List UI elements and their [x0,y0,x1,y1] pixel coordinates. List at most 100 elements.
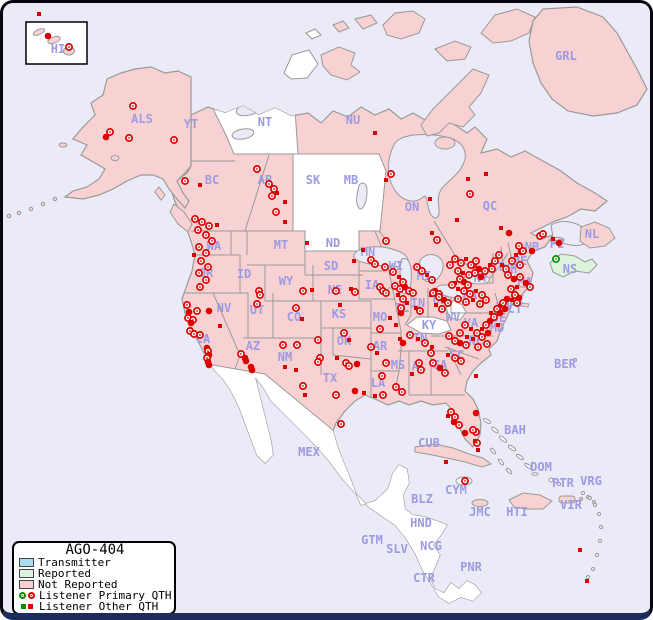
listener-primary-qth-marker [491,257,499,265]
listener-primary-qth-marker [507,285,515,293]
listener-primary-qth-marker [125,134,133,142]
listener-primary-qth-marker [270,185,278,193]
listener-other-qth-marker [585,579,589,583]
listener-other-qth-marker [499,226,503,230]
listener-primary-qth-marker [495,251,503,259]
listener-primary-qth-marker [483,340,491,348]
listener-primary-qth-marker [417,366,425,374]
listener-primary-qth-marker [399,295,407,303]
listener-other-qth-marker [578,548,582,552]
listener-other-qth-marker [283,200,287,204]
listener-other-qth-marker [498,304,502,308]
listener-primary-qth-marker [194,226,202,234]
listener-primary-qth-marker [454,267,462,275]
region-ns-reported [549,253,598,278]
listener-primary-qth-marker [183,301,191,309]
listener-primary-qth-marker [191,215,199,223]
listener-primary-qth-marker [409,289,417,297]
listener-primary-qth-marker [516,261,524,269]
listener-primary-qth-marker [379,391,387,399]
listener-other-qth-marker [469,327,473,331]
cuba [414,443,493,468]
listener-other-qth-marker [283,220,287,224]
listener-primary-qth-marker [464,281,472,289]
listener-primary-qth-marker [501,305,509,313]
listener-primary-qth-marker [488,265,496,273]
listener-primary-qth-marker [456,339,464,347]
listener-primary-qth-marker [478,333,486,341]
legend-item-transmitter: Transmitter [18,557,172,568]
listener-other-qth-marker [349,287,353,291]
listener-primary-qth-marker [202,249,210,257]
listener-primary-qth-marker [539,230,547,238]
listener-primary-qth-marker [193,307,201,315]
listener-primary-qth-marker [265,180,273,188]
listener-other-qth-marker [373,394,377,398]
listener-primary-qth-marker [461,321,469,329]
listener-primary-qth-marker [436,364,444,372]
listener-primary-qth-marker [416,307,424,315]
listener-other-qth-marker [551,237,555,241]
listener-other-qth-marker [375,351,379,355]
listener-other-qth-marker [310,288,314,292]
lesser-antilles [581,491,603,579]
listener-other-qth-marker [484,172,488,176]
listener-primary-qth-marker [314,358,322,366]
listener-primary-qth-marker [445,332,453,340]
hispaniola [508,492,553,510]
listener-primary-qth-marker [462,298,470,306]
listener-other-qth-marker [471,298,475,302]
listener-primary-qth-marker [367,343,375,351]
listener-primary-qth-marker [195,269,203,277]
listener-primary-qth-marker [428,276,436,284]
listener-other-qth-marker [474,374,478,378]
red-ring-icon [28,592,35,599]
listener-other-qth-marker [192,253,196,257]
listener-primary-qth-marker [482,321,490,329]
listener-primary-qth-marker [472,409,480,417]
listener-primary-qth-marker [196,283,204,291]
listener-other-qth-marker [362,391,366,395]
listener-other-qth-marker [515,285,519,289]
listener-primary-qth-marker [389,268,397,276]
listener-other-qth-marker [476,448,480,452]
listener-primary-qth-marker [451,354,459,362]
listener-primary-qth-marker [65,43,73,51]
listener-other-qth-marker [300,317,304,321]
listener-primary-qth-marker [490,313,498,321]
listener-primary-qth-marker [256,291,264,299]
listener-primary-qth-marker [197,257,205,265]
listener-primary-qth-marker [555,239,563,247]
listener-primary-qth-marker [397,304,405,312]
listener-primary-qth-marker [190,330,198,338]
listener-primary-qth-marker [129,102,137,110]
listener-other-qth-marker [396,293,400,297]
bermuda [573,358,577,362]
listener-primary-qth-marker [382,359,390,367]
arctic-islands [283,8,536,150]
listener-primary-qth-marker [429,289,437,297]
listener-other-qth-marker [394,323,398,327]
listener-primary-qth-marker [462,341,470,349]
listener-primary-qth-marker [205,361,213,369]
listener-primary-qth-marker [198,218,206,226]
listener-primary-qth-marker [272,208,280,216]
listener-primary-qth-marker [353,360,361,368]
legend-item-reported: Reported [18,568,172,579]
listener-primary-qth-marker [473,329,481,337]
listener-markers-layer [37,12,589,583]
listener-primary-qth-marker [381,263,389,271]
listener-other-qth-marker [335,356,339,360]
region-nl [579,221,616,249]
listener-primary-qth-marker [466,290,474,298]
listener-other-qth-marker [514,253,518,257]
listener-primary-qth-marker [415,359,423,367]
listener-primary-qth-marker [382,237,390,245]
listener-primary-qth-marker [441,369,449,377]
listener-primary-qth-marker [376,325,384,333]
listener-other-qth-marker [480,327,484,331]
listener-primary-qth-marker [185,308,193,316]
listener-primary-qth-marker [519,247,527,255]
